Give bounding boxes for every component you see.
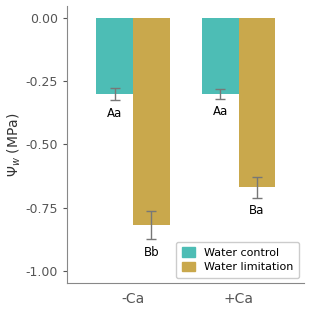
Text: Ba: Ba	[249, 204, 265, 217]
Text: Aa: Aa	[107, 107, 122, 119]
Text: Aa: Aa	[213, 105, 228, 118]
Text: Bb: Bb	[144, 246, 159, 259]
Bar	[133, 18, 170, 225]
Bar	[96, 18, 133, 94]
Bar	[239, 18, 275, 188]
Y-axis label: Ψ$_w$ (MPa): Ψ$_w$ (MPa)	[6, 112, 23, 177]
Bar	[202, 18, 239, 94]
Legend: Water control, Water limitation: Water control, Water limitation	[176, 242, 299, 278]
